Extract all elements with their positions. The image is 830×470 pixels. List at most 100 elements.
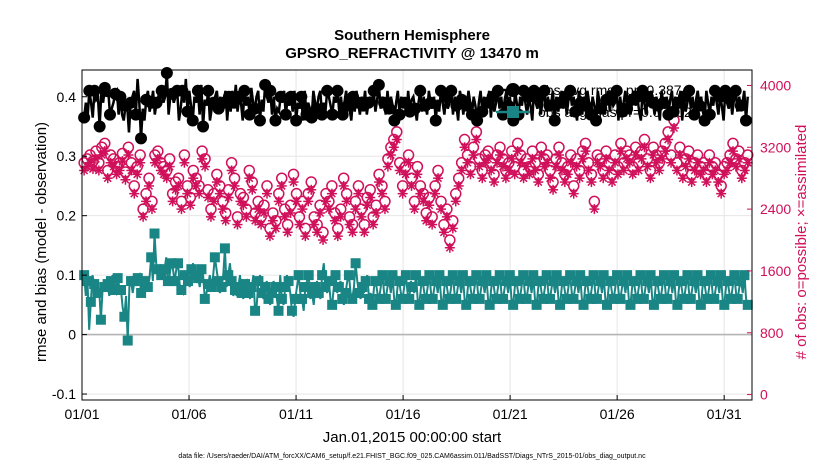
bias-marker xyxy=(307,287,318,298)
bias-marker xyxy=(601,299,612,310)
assimilated-marker xyxy=(347,227,358,238)
assimilated-marker xyxy=(465,169,476,180)
rmse-marker xyxy=(129,108,142,121)
rmse-marker xyxy=(693,99,706,112)
rmse-marker xyxy=(543,99,556,112)
assimilated-marker xyxy=(220,215,231,226)
bias-marker xyxy=(508,299,519,310)
assimilated-marker xyxy=(288,177,299,188)
y-tick-label: 0.4 xyxy=(57,89,77,105)
assimilated-marker xyxy=(226,165,237,176)
rmse-marker xyxy=(124,96,137,109)
assimilated-marker xyxy=(141,196,152,207)
bias-marker xyxy=(176,285,187,295)
rmse-marker xyxy=(88,84,101,97)
bias-marker xyxy=(477,276,488,287)
assimilated-marker xyxy=(645,173,656,184)
y-axis-label: rmse and bias (model - observation) xyxy=(33,122,50,362)
x-tick-label: 01/01 xyxy=(64,406,99,422)
assimilated-marker xyxy=(374,177,385,188)
bias-marker xyxy=(169,276,180,287)
assimilated-marker xyxy=(556,165,567,176)
bias-marker xyxy=(655,293,666,304)
bias-marker xyxy=(451,293,462,304)
rmse-marker xyxy=(739,114,752,127)
bias-marker xyxy=(555,299,566,310)
bias-marker xyxy=(578,299,589,310)
bias-marker xyxy=(531,299,542,310)
assimilated-marker xyxy=(312,227,323,238)
y-right-tick-label: 2400 xyxy=(760,201,791,217)
bias-marker xyxy=(742,299,753,310)
bias-marker xyxy=(327,299,338,310)
assimilated-marker xyxy=(607,177,618,188)
assimilated-marker xyxy=(382,161,393,172)
bias-marker xyxy=(186,264,197,275)
assimilated-marker xyxy=(586,177,597,188)
bias-marker xyxy=(240,279,251,290)
x-tick-label: 01/26 xyxy=(600,406,635,422)
assimilated-marker xyxy=(371,207,382,218)
assimilated-marker xyxy=(438,227,449,238)
assimilated-marker xyxy=(362,200,373,211)
assimilated-marker xyxy=(680,161,691,172)
bias-marker xyxy=(286,305,297,316)
assimilated-marker xyxy=(559,177,570,188)
bias-marker xyxy=(384,276,395,287)
bias-marker xyxy=(317,270,328,281)
bias-marker xyxy=(739,270,750,281)
assimilated-marker xyxy=(727,146,738,157)
bias-marker xyxy=(296,293,307,304)
rmse-marker xyxy=(253,114,266,127)
bias-marker xyxy=(494,270,505,281)
assimilated-marker xyxy=(497,161,508,172)
bias-marker xyxy=(692,270,703,281)
assimilated-marker xyxy=(521,161,532,172)
x-tick-label: 01/21 xyxy=(493,406,528,422)
assimilated-marker xyxy=(250,215,261,226)
assimilated-marker xyxy=(654,165,665,176)
assimilated-marker xyxy=(548,184,559,195)
y-right-tick-label: 0 xyxy=(760,387,768,403)
bias-marker xyxy=(263,293,274,304)
bias-marker xyxy=(377,270,388,281)
x-tick-label: 01/06 xyxy=(172,406,207,422)
rmse-marker xyxy=(548,114,561,127)
rmse-marker xyxy=(78,111,91,124)
bias-marker xyxy=(390,299,401,310)
assimilated-marker xyxy=(99,146,110,157)
y-tick-label: 0.2 xyxy=(57,208,77,224)
bias-marker xyxy=(457,270,468,281)
assimilated-marker xyxy=(447,223,458,234)
bias-marker xyxy=(417,276,428,287)
rmse-marker xyxy=(269,114,282,127)
assimilated-marker xyxy=(580,146,591,157)
assimilated-marker xyxy=(509,169,520,180)
bias-marker xyxy=(441,276,452,287)
rmse-marker xyxy=(295,90,308,103)
bias-marker xyxy=(605,276,616,287)
bias-marker xyxy=(498,293,509,304)
assimilated-marker xyxy=(120,174,131,185)
assimilated-marker xyxy=(403,157,414,168)
bias-marker xyxy=(340,287,351,298)
bias-marker xyxy=(367,299,378,310)
rmse-marker xyxy=(290,114,303,127)
rmse-marker xyxy=(734,99,747,112)
bias-marker xyxy=(233,282,244,293)
assimilated-marker xyxy=(553,150,564,161)
plot-frame xyxy=(81,69,753,401)
bias-marker xyxy=(132,273,143,284)
assimilated-marker xyxy=(562,169,573,180)
bias-marker xyxy=(705,270,716,281)
assimilated-marker xyxy=(515,157,526,168)
bias-marker xyxy=(471,270,482,281)
assimilated-marker xyxy=(518,173,529,184)
rmse-marker xyxy=(284,90,297,103)
bias-marker xyxy=(347,293,358,304)
assimilated-marker xyxy=(185,200,196,211)
bias-marker xyxy=(199,293,210,304)
assimilated-marker xyxy=(182,188,193,199)
assimilated-marker xyxy=(462,157,473,168)
bias-marker xyxy=(695,299,706,310)
